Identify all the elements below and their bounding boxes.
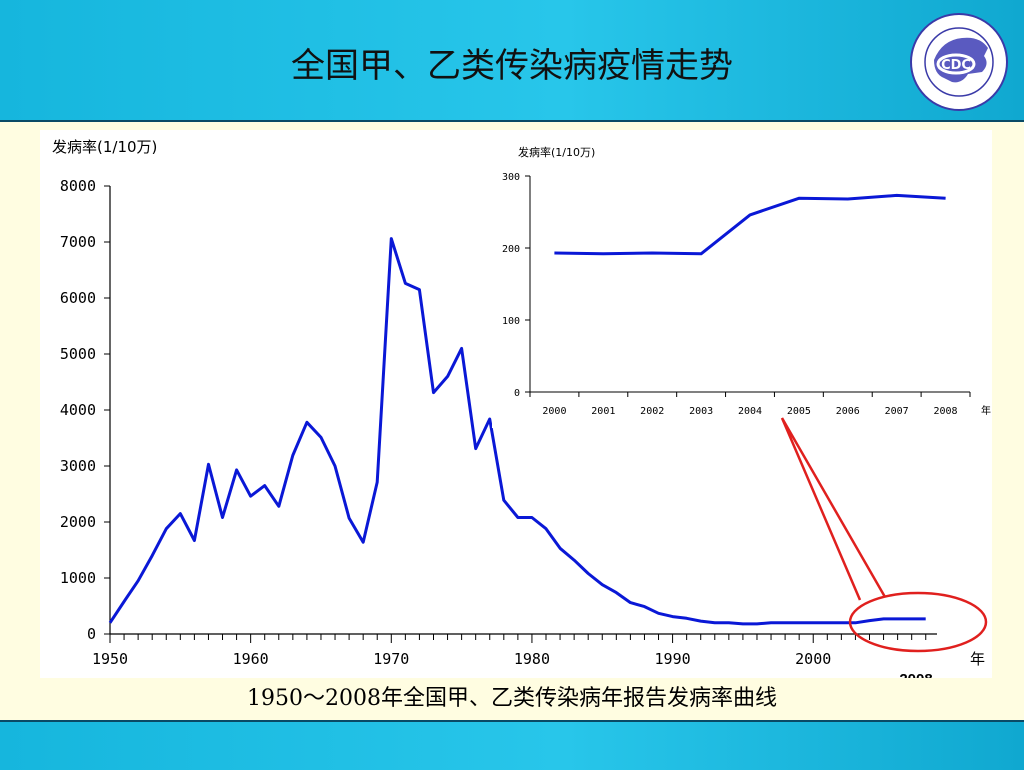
inset-y-tick-label: 300	[502, 172, 520, 183]
x-tick-label: 1990	[655, 650, 691, 668]
x-tick-label: 1960	[233, 650, 269, 668]
y-tick-label: 1000	[60, 569, 96, 587]
inset-x-tick-label: 2000	[542, 406, 566, 417]
series-line-main	[108, 237, 926, 626]
inset-x-tick-label: 2005	[787, 406, 811, 417]
y-tick-label: 5000	[60, 345, 96, 363]
x-tick-label: 1950	[92, 650, 128, 668]
x-tick-label: 1970	[373, 650, 409, 668]
x-axis-unit-label: 年	[970, 650, 985, 668]
highlight-year-label: 2008	[899, 671, 932, 678]
inset-x-tick-label: 2001	[591, 406, 615, 417]
inset-x-tick-label: 2003	[689, 406, 713, 417]
series-line-inset	[554, 193, 946, 256]
footer-bar	[0, 720, 1024, 770]
inset-background	[492, 138, 990, 428]
highlight-ellipse	[848, 591, 988, 653]
inset-x-tick-label: 2007	[885, 406, 909, 417]
callout-pointer	[780, 417, 887, 601]
y-tick-label: 8000	[60, 177, 96, 195]
inset-y-tick-label: 100	[502, 316, 520, 327]
x-tick-label: 1980	[514, 650, 550, 668]
inset-x-tick-label: 2006	[836, 406, 860, 417]
y-tick-label: 4000	[60, 401, 96, 419]
chart-area: 发病率(1/10万) 0 1000 2000 3000 4000 5000 6000 7000 8…	[40, 130, 992, 678]
cdc-logo: CDC	[910, 13, 1008, 111]
chart-caption: 1950～2008年全国甲、乙类传染病年报告发病率曲线	[247, 686, 777, 711]
y-tick-label: 0	[87, 625, 96, 643]
x-tick-label: 2000	[795, 650, 831, 668]
incidence-chart: 发病率(1/10万)010002000300040005000600070008…	[52, 138, 991, 678]
inset-x-axis-unit-label: 年	[981, 404, 991, 417]
title-bar: 全国甲、乙类传染病疫情走势 CDC	[0, 0, 1024, 122]
slide-title: 全国甲、乙类传染病疫情走势	[291, 46, 733, 86]
logo-text: CDC	[941, 58, 971, 73]
inset-y-tick-label: 0	[514, 388, 520, 399]
inset-x-tick-label: 2008	[934, 406, 958, 417]
inset-y-tick-label: 200	[502, 244, 520, 255]
y-tick-label: 2000	[60, 513, 96, 531]
y-tick-label: 3000	[60, 457, 96, 475]
inset-y-axis-label: 发病率(1/10万)	[518, 145, 595, 159]
y-tick-label: 6000	[60, 289, 96, 307]
inset-x-tick-label: 2002	[640, 406, 664, 417]
y-tick-label: 7000	[60, 233, 96, 251]
inset-x-tick-label: 2004	[738, 406, 762, 417]
y-axis-label: 发病率(1/10万)	[52, 138, 157, 156]
